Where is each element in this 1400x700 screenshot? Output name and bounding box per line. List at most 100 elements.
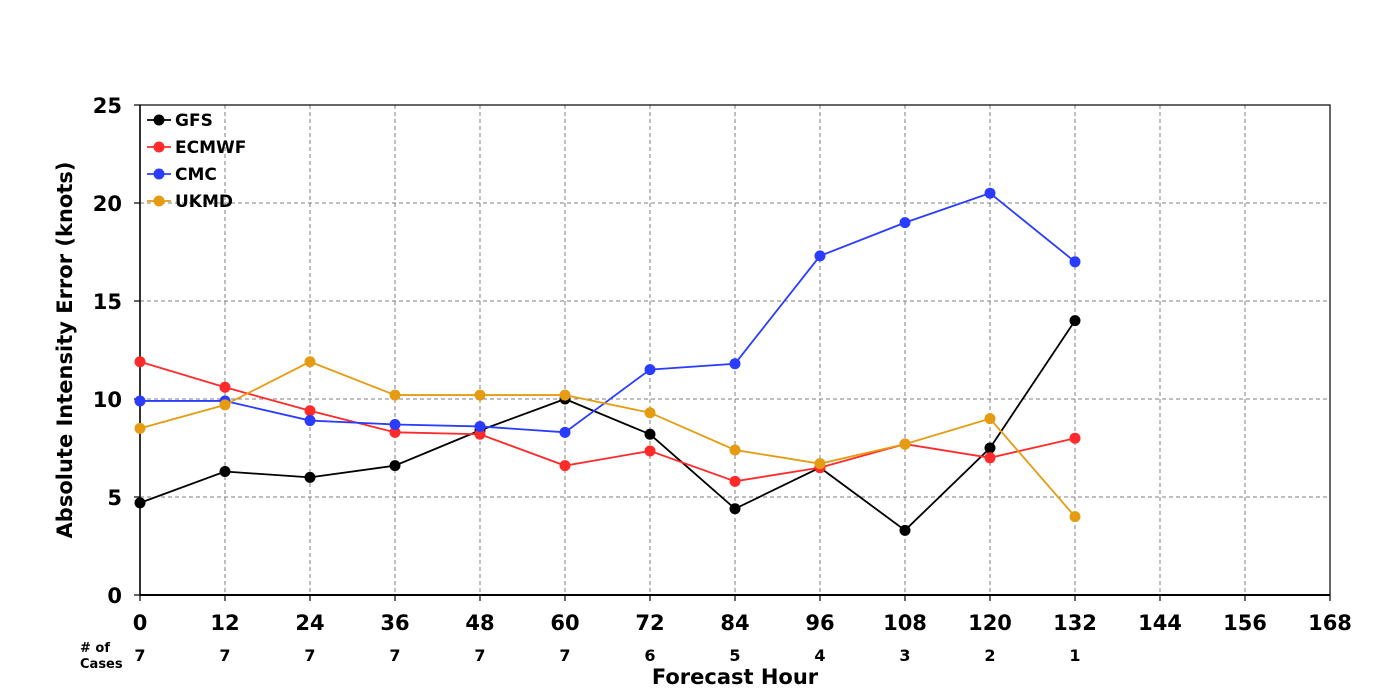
legend-swatch-marker xyxy=(153,114,165,126)
point-cmc-24 xyxy=(304,415,316,427)
point-ecmwf-84 xyxy=(729,475,741,487)
x-tick-label-144: 144 xyxy=(1138,611,1182,635)
x-tick-label-24: 24 xyxy=(295,611,324,635)
point-ukmd-108 xyxy=(899,438,911,450)
case-count-108: 3 xyxy=(899,646,910,665)
point-gfs-108 xyxy=(899,524,911,536)
point-gfs-72 xyxy=(644,428,656,440)
x-tick-label-48: 48 xyxy=(465,611,494,635)
point-ukmd-84 xyxy=(729,444,741,456)
legend-label-ukmd: UKMD xyxy=(175,192,233,212)
case-count-132: 1 xyxy=(1069,646,1080,665)
point-gfs-36 xyxy=(389,460,401,472)
x-tick-label-108: 108 xyxy=(883,611,927,635)
point-gfs-24 xyxy=(304,471,316,483)
point-ecmwf-12 xyxy=(219,381,231,393)
y-tick-label-15: 15 xyxy=(93,290,122,314)
case-count-120: 2 xyxy=(984,646,995,665)
legend-item-cmc: CMC xyxy=(147,165,217,185)
legend-label-ecmwf: ECMWF xyxy=(175,138,246,158)
cases-title-line-1: # of xyxy=(80,641,110,656)
point-gfs-120 xyxy=(984,442,996,454)
case-count-12: 7 xyxy=(219,646,230,665)
x-tick-label-96: 96 xyxy=(805,611,834,635)
point-ukmd-24 xyxy=(304,356,316,368)
point-ukmd-132 xyxy=(1069,511,1081,523)
series-ecmwf xyxy=(134,356,1081,487)
series-line-ukmd xyxy=(139,360,1076,518)
case-count-48: 7 xyxy=(474,646,485,665)
point-ukmd-48 xyxy=(474,389,486,401)
x-tick-label-132: 132 xyxy=(1053,611,1097,635)
legend-label-gfs: GFS xyxy=(175,111,213,131)
case-count-60: 7 xyxy=(559,646,570,665)
y-tick-label-25: 25 xyxy=(93,94,122,118)
x-tick-label-72: 72 xyxy=(635,611,664,635)
x-tick-label-60: 60 xyxy=(550,611,579,635)
point-ukmd-72 xyxy=(644,407,656,419)
series-cmc xyxy=(134,187,1081,438)
x-tick-label-0: 0 xyxy=(133,611,148,635)
point-gfs-132 xyxy=(1069,315,1081,327)
point-ecmwf-120 xyxy=(984,452,996,464)
x-tick-label-156: 156 xyxy=(1223,611,1267,635)
point-ecmwf-72 xyxy=(644,445,656,457)
legend-item-gfs: GFS xyxy=(147,111,213,131)
case-counts: 7 7 7 7 7 7 6 5 4 3 2 1 xyxy=(134,646,1080,665)
x-tick-label-84: 84 xyxy=(720,611,749,635)
legend-swatch-marker xyxy=(153,141,165,153)
legend-item-ukmd: UKMD xyxy=(147,192,233,212)
point-gfs-12 xyxy=(219,466,231,478)
case-count-72: 6 xyxy=(644,646,655,665)
point-ukmd-36 xyxy=(389,389,401,401)
x-tick-label-36: 36 xyxy=(380,611,409,635)
y-tick-labels: 0 5 10 15 20 25 xyxy=(93,94,140,608)
point-cmc-72 xyxy=(644,364,656,376)
y-tick-label-20: 20 xyxy=(93,192,122,216)
point-gfs-84 xyxy=(729,503,741,515)
x-tick-label-120: 120 xyxy=(968,611,1012,635)
point-cmc-48 xyxy=(474,420,486,432)
point-ukmd-0 xyxy=(134,422,146,434)
y-tick-label-0: 0 xyxy=(107,584,122,608)
x-axis-title: Forecast Hour xyxy=(652,665,819,689)
y-tick-label-5: 5 xyxy=(107,486,122,510)
point-ukmd-96 xyxy=(814,458,826,470)
series-ukmd xyxy=(134,356,1081,523)
point-ecmwf-0 xyxy=(134,356,146,368)
legend-swatch-marker xyxy=(153,168,165,180)
point-ukmd-120 xyxy=(984,413,996,425)
cases-title-line-2: Cases xyxy=(80,657,123,672)
series-group xyxy=(134,187,1081,536)
point-ecmwf-48 xyxy=(474,428,486,440)
x-tick-label-168: 168 xyxy=(1308,611,1352,635)
legend-item-ecmwf: ECMWF xyxy=(147,138,246,158)
case-count-84: 5 xyxy=(729,646,740,665)
grid-lines xyxy=(140,105,1330,595)
point-cmc-60 xyxy=(559,426,571,438)
y-axis-title: Absolute Intensity Error (knots) xyxy=(53,162,77,539)
point-ecmwf-132 xyxy=(1069,432,1081,444)
point-cmc-84 xyxy=(729,358,741,370)
legend: GFS ECMWF CMC UKMD xyxy=(147,111,246,212)
series-line-cmc xyxy=(140,192,1076,434)
point-ukmd-60 xyxy=(559,389,571,401)
point-ecmwf-24 xyxy=(304,405,316,417)
case-count-0: 7 xyxy=(134,646,145,665)
x-tick-labels: 0 12 24 36 48 60 72 84 96 108 120 132 144 156 168 xyxy=(133,595,1352,635)
series-line-gfs xyxy=(139,320,1076,532)
x-tick-label-12: 12 xyxy=(210,611,239,635)
case-count-36: 7 xyxy=(389,646,400,665)
point-gfs-0 xyxy=(134,497,146,509)
series-line-ecmwf xyxy=(139,360,1076,483)
point-cmc-36 xyxy=(389,418,401,430)
point-ecmwf-60 xyxy=(559,460,571,472)
series-gfs xyxy=(134,315,1081,536)
point-cmc-96 xyxy=(814,250,826,262)
case-count-96: 4 xyxy=(814,646,825,665)
point-ukmd-12 xyxy=(219,399,231,411)
case-count-24: 7 xyxy=(304,646,315,665)
point-cmc-108 xyxy=(899,217,911,229)
y-tick-label-10: 10 xyxy=(93,388,122,412)
